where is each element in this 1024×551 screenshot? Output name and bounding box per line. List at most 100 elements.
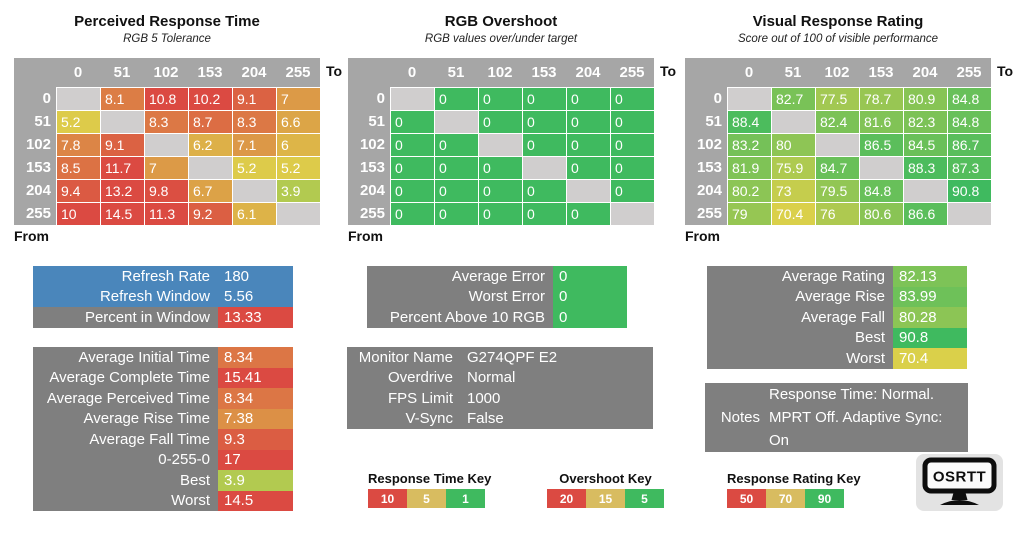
key-swatch: 90 <box>805 489 844 508</box>
key-swatch: 50 <box>727 489 766 508</box>
heatmap-cell: 86.6 <box>903 202 947 225</box>
heatmap-title: Visual Response Rating <box>752 13 924 30</box>
summary-row: V-Sync False <box>347 408 653 429</box>
row-header: 204 <box>685 179 727 202</box>
heatmap-cell: 14.5 <box>100 202 144 225</box>
heatmap-cell: 8.1 <box>100 87 144 110</box>
heatmap-cell: 0 <box>478 87 522 110</box>
heatmap-cell: 0 <box>610 133 654 156</box>
heatmap-subtitle: RGB values over/under target <box>424 33 578 45</box>
heatmap-title: RGB Overshoot <box>444 13 558 30</box>
heatmap-cell: 0 <box>390 156 434 179</box>
heatmap-cell: 82.3 <box>903 110 947 133</box>
heatmap-cell: 6.2 <box>188 133 232 156</box>
summary-label: Refresh Window <box>33 286 218 307</box>
row-header: 153 <box>685 156 727 179</box>
monitor-icon: OSRTT <box>922 457 997 505</box>
heatmap-cell: 80.9 <box>903 87 947 110</box>
column-header: 0 <box>390 58 434 87</box>
notes-label: Notes <box>720 409 760 426</box>
row-header: 0 <box>14 87 56 110</box>
summary-row: Average Error 0 <box>367 266 627 287</box>
heatmap-cell <box>522 156 566 179</box>
heatmap-cell: 76 <box>815 202 859 225</box>
heatmap-subtitle: Score out of 100 of visible performance <box>737 33 939 45</box>
heatmap-cell: 88.4 <box>727 110 771 133</box>
heatmap-cell: 0 <box>390 133 434 156</box>
heatmap-cell: 9.4 <box>56 179 100 202</box>
row-header: 102 <box>348 133 390 156</box>
summary-row: Worst Error 0 <box>367 286 627 307</box>
monitor-info-panel: Monitor Name G274QPF E2 Overdrive Normal FPS… <box>347 347 653 429</box>
heatmap-cell <box>56 87 100 110</box>
key-swatch: 1 <box>446 489 485 508</box>
summary-label: Average Fall Time <box>33 429 218 450</box>
heatmap-cell <box>859 156 903 179</box>
column-header: 255 <box>610 58 654 87</box>
summary-row: Average Initial Time 8.34 <box>33 347 293 368</box>
summary-value: 0 <box>553 286 627 307</box>
row-header: 0 <box>685 87 727 110</box>
heatmap-cell: 0 <box>566 133 610 156</box>
from-axis-label: From <box>348 228 383 244</box>
heatmap-cell: 0 <box>566 110 610 133</box>
to-axis-label: To <box>326 63 343 79</box>
heatmap-cell: 86.7 <box>947 133 991 156</box>
column-header: 153 <box>188 58 232 87</box>
heatmap-cell: 0 <box>478 202 522 225</box>
heatmap-cell: 88.3 <box>903 156 947 179</box>
heatmap-cell: 82.4 <box>815 110 859 133</box>
summary-label: Average Rating <box>707 266 893 287</box>
column-header: 102 <box>815 58 859 87</box>
summary-label: Best <box>33 470 218 491</box>
heatmap-cell: 8.5 <box>56 156 100 179</box>
heatmap-cell <box>815 133 859 156</box>
heatmap-cell: 0 <box>566 87 610 110</box>
heatmap-cell: 8.3 <box>232 110 276 133</box>
summary-value: 0 <box>553 266 627 287</box>
column-header: 204 <box>232 58 276 87</box>
row-header: 204 <box>348 179 390 202</box>
summary-row: Overdrive Normal <box>347 367 653 388</box>
key-title: Response Time Key <box>368 471 492 486</box>
summary-row: Average Fall 80.28 <box>707 307 967 328</box>
key-title: Response Rating Key <box>727 471 861 486</box>
key-cells: 10 5 1 <box>368 489 485 508</box>
heatmap-cell: 8.3 <box>144 110 188 133</box>
summary-value: 1000 <box>461 388 653 409</box>
summary-value: 80.28 <box>893 307 967 328</box>
heatmap-cell: 5.2 <box>276 156 320 179</box>
summary-label: Refresh Rate <box>33 266 218 287</box>
heatmap-cell: 0 <box>522 133 566 156</box>
heatmap-cell: 84.7 <box>815 156 859 179</box>
summary-label: Worst Error <box>367 286 553 307</box>
rating-summary-panel: Average Rating 82.13 Average Rise 83.99 Aver… <box>707 266 967 369</box>
heatmap-cell: 0 <box>434 87 478 110</box>
summary-row: Best 3.9 <box>33 470 293 491</box>
summary-label: FPS Limit <box>347 388 461 409</box>
heatmap-cell <box>727 87 771 110</box>
from-axis-label: From <box>14 228 49 244</box>
heatmap-cell: 0 <box>610 110 654 133</box>
row-header: 153 <box>14 156 56 179</box>
summary-value: 8.34 <box>218 388 293 409</box>
column-header: 51 <box>100 58 144 87</box>
overshoot-summary-panel: Average Error 0 Worst Error 0 Percent Above … <box>367 266 627 328</box>
heatmap-cell <box>188 156 232 179</box>
heatmap-cell: 9.1 <box>100 133 144 156</box>
summary-label: Average Complete Time <box>33 367 218 388</box>
column-header: 204 <box>903 58 947 87</box>
heatmap-cell: 11.3 <box>144 202 188 225</box>
heatmap-cell: 6 <box>276 133 320 156</box>
summary-row: Average Fall Time 9.3 <box>33 429 293 450</box>
heatmap-cell: 0 <box>434 202 478 225</box>
svg-text:OSRTT: OSRTT <box>933 469 986 486</box>
heatmap-cell: 7 <box>276 87 320 110</box>
heatmap-cell <box>276 202 320 225</box>
summary-label: Worst <box>707 348 893 369</box>
heatmap-cell <box>434 110 478 133</box>
column-header: 102 <box>478 58 522 87</box>
row-header: 255 <box>14 202 56 225</box>
key-swatch: 5 <box>407 489 446 508</box>
summary-row: Worst 14.5 <box>33 490 293 511</box>
